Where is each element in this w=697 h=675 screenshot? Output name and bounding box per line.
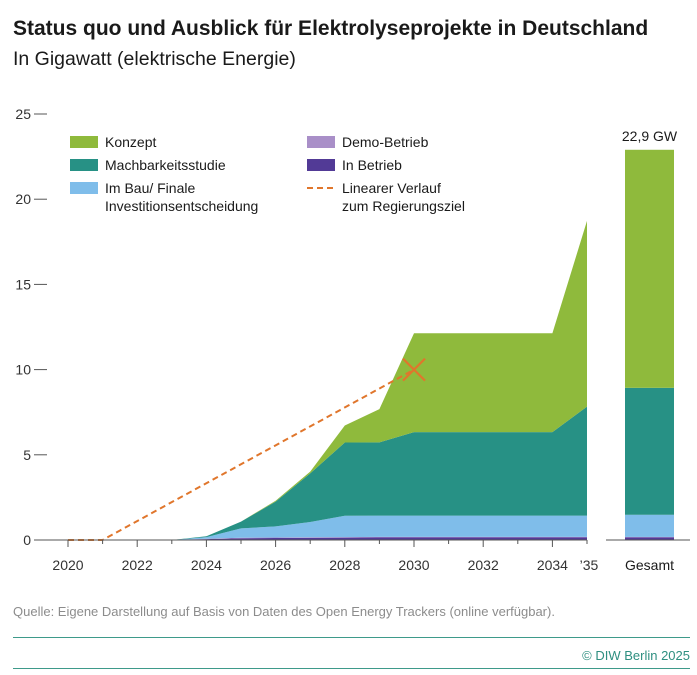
- area-demo: [68, 536, 587, 540]
- legend-label-machbarkeit: Machbarkeitsstudie: [105, 157, 226, 173]
- total-bar-konzept: [625, 149, 674, 388]
- chart-subtitle: In Gigawatt (elektrische Energie): [13, 48, 296, 70]
- total-bar-value-label: 22,9 GW: [622, 128, 678, 144]
- total-bar-demo: [625, 536, 674, 538]
- legend-label-imbau-line2: Investitionsentscheidung: [105, 198, 258, 214]
- y-tick-label: 25: [15, 106, 31, 122]
- x-tick-label: 2020: [52, 557, 83, 573]
- legend-swatch-demo: [307, 136, 335, 148]
- y-tick-label: 10: [15, 362, 31, 378]
- legend-label-demo: Demo-Betrieb: [342, 134, 429, 150]
- total-bar-inbetrieb: [625, 537, 674, 540]
- x-tick-label: 2026: [260, 557, 291, 573]
- legend-swatch-imbau: [70, 182, 98, 194]
- legend-label-konzept: Konzept: [105, 134, 156, 150]
- source-note: Quelle: Eigene Darstellung auf Basis von…: [13, 604, 555, 619]
- legend-swatch-machbarkeit: [70, 159, 98, 171]
- total-bar-category-label: Gesamt: [625, 557, 674, 573]
- legend-label-target: Linearer Verlauf: [342, 180, 441, 196]
- area-konzept: [68, 220, 587, 540]
- area-machbarkeit: [68, 406, 587, 540]
- x-tick-label: ’35: [580, 557, 599, 573]
- y-tick-label: 0: [23, 532, 31, 548]
- chart-title: Status quo und Ausblick für Elektrolysep…: [13, 17, 649, 40]
- x-tick-label: 2022: [122, 557, 153, 573]
- legend-swatch-konzept: [70, 136, 98, 148]
- chart-canvas: 22,9 GW Gesamt 0 5 10 15 20 25 2020 2022 2024 2026…: [15, 106, 690, 573]
- legend-swatch-inbetrieb: [307, 159, 335, 171]
- legend-label-inbetrieb: In Betrieb: [342, 157, 402, 173]
- legend: Konzept Machbarkeitsstudie Im Bau/ Finale I…: [70, 134, 465, 214]
- x-tick-label: 2030: [398, 557, 429, 573]
- y-tick-label: 15: [15, 276, 31, 292]
- x-tick-label: 2032: [468, 557, 499, 573]
- y-tick-label: 5: [23, 447, 31, 463]
- target-marker-stroke-2: [402, 357, 426, 382]
- stacked-areas: [68, 220, 587, 540]
- y-tick-label: 20: [15, 191, 31, 207]
- axes: 0 5 10 15 20 25 2020 2022 2024 2026 2028 2030 2032 20…: [15, 106, 690, 573]
- total-bar-imbau: [625, 514, 674, 537]
- x-tick-label: 2034: [537, 557, 568, 573]
- footer-divider: [13, 637, 690, 638]
- x-tick-label: 2028: [329, 557, 360, 573]
- total-bar-machbarkeit: [625, 387, 674, 515]
- x-tick-label: 2024: [191, 557, 222, 573]
- total-bar: 22,9 GW Gesamt: [622, 128, 678, 573]
- legend-label-imbau: Im Bau/ Finale: [105, 180, 195, 196]
- area-imbau: [68, 515, 587, 540]
- footer-divider-bottom: [13, 668, 690, 669]
- area-inbetrieb: [68, 537, 587, 540]
- legend-label-target-line2: zum Regierungsziel: [342, 198, 465, 214]
- copyright: © DIW Berlin 2025: [582, 648, 690, 663]
